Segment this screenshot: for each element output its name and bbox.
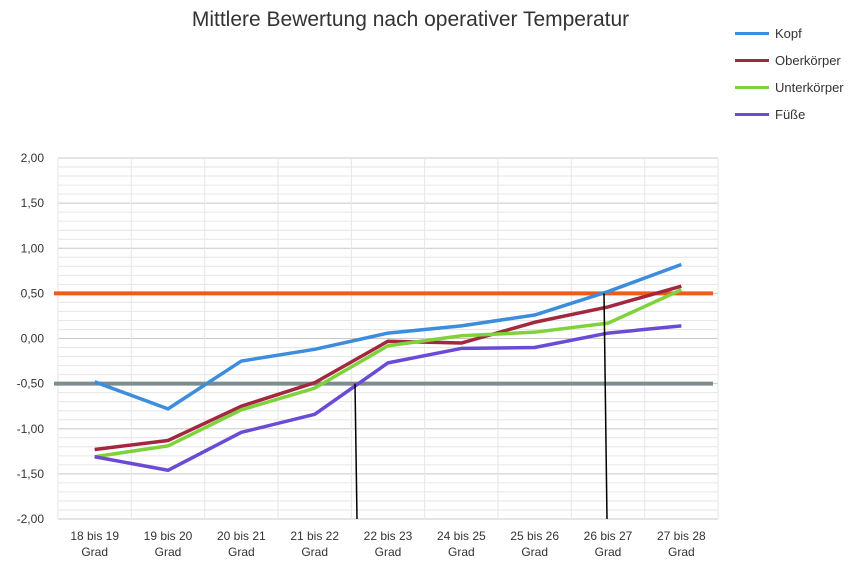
x-tick-label: Grad — [521, 545, 548, 559]
x-tick-label: Grad — [301, 545, 328, 559]
legend-item: Kopf — [735, 20, 844, 47]
x-tick-label: 26 bis 27 — [584, 529, 633, 543]
legend-item: Unterkörper — [735, 74, 844, 101]
legend-swatch — [735, 59, 769, 62]
x-tick-label: Grad — [375, 545, 402, 559]
x-tick-label: 20 bis 21 — [217, 529, 266, 543]
x-tick-label: 24 bis 25 — [437, 529, 486, 543]
y-tick-label: 2,00 — [21, 151, 45, 165]
x-tick-label: Grad — [448, 545, 475, 559]
legend-label: Kopf — [775, 26, 802, 41]
y-tick-label: -2,00 — [17, 512, 45, 526]
chart-title: Mittlere Bewertung nach operativer Tempe… — [191, 8, 630, 31]
legend-label: Unterkörper — [775, 80, 844, 95]
x-tick-label: Grad — [155, 545, 182, 559]
legend-item: Füße — [735, 101, 844, 128]
x-tick-label: 25 bis 26 — [510, 529, 559, 543]
legend-swatch — [735, 86, 769, 89]
x-tick-label: Grad — [228, 545, 255, 559]
y-tick-label: 0,00 — [21, 332, 45, 346]
y-tick-label: 1,00 — [21, 241, 45, 255]
y-tick-label: 1,50 — [21, 196, 45, 210]
vertical-marker — [603, 293, 608, 520]
x-tick-label: Grad — [81, 545, 108, 559]
series-line — [94, 288, 683, 459]
x-tick-label: 18 bis 19 — [70, 529, 119, 543]
x-tick-label: Grad — [595, 545, 622, 559]
x-tick-label: 27 bis 28 — [657, 529, 706, 543]
y-tick-label: -1,50 — [17, 467, 45, 481]
vertical-marker — [354, 383, 358, 520]
legend-label: Füße — [775, 107, 806, 122]
x-tick-label: 22 bis 23 — [364, 529, 413, 543]
y-tick-label: -0,50 — [17, 377, 45, 391]
x-tick-label: 19 bis 20 — [144, 529, 193, 543]
legend-label: Oberkörper — [775, 53, 841, 68]
series-line — [94, 284, 682, 452]
y-tick-label: 0,50 — [21, 286, 45, 300]
x-tick-label: 21 bis 22 — [290, 529, 339, 543]
legend-swatch — [735, 113, 769, 116]
legend-item: Oberkörper — [735, 47, 844, 74]
x-tick-label: Grad — [668, 545, 695, 559]
legend-swatch — [735, 32, 769, 35]
legend: Kopf Oberkörper Unterkörper Füße — [735, 20, 844, 128]
y-tick-label: -1,00 — [17, 422, 45, 436]
